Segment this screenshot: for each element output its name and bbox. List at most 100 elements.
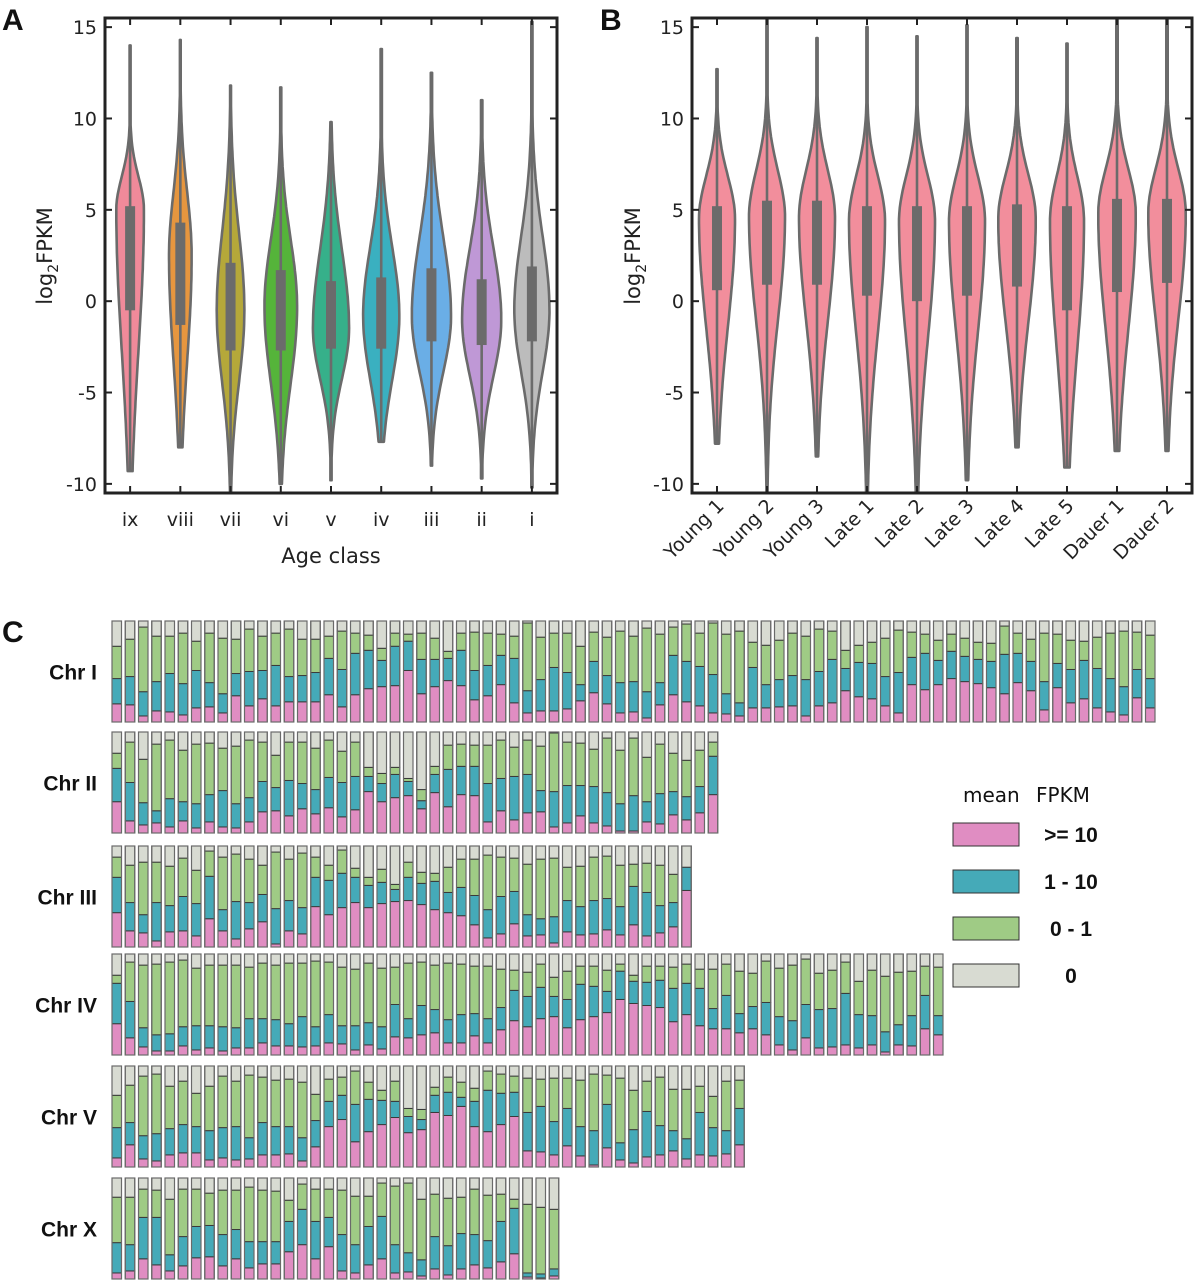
bar-outline: [323, 1065, 335, 1168]
bar-segment-ge10: [575, 815, 586, 834]
bar-segment-0to1: [588, 631, 599, 662]
bar-segment-1to10: [257, 669, 268, 700]
bar-segment-0to1: [509, 1075, 520, 1093]
bar-segment-zero: [482, 620, 493, 634]
bar-segment-1to10: [191, 1126, 202, 1154]
bar-segment-zero: [310, 731, 321, 749]
bar-outline: [296, 620, 308, 723]
bar-segment-0to1: [1118, 630, 1129, 688]
bar-segment-zero: [495, 845, 507, 858]
bar-outline: [469, 953, 480, 1056]
bar-outline: [588, 620, 600, 723]
bar-segment-0to1: [774, 967, 785, 1018]
bar-segment-zero: [1131, 620, 1143, 633]
bar-segment-0to1: [363, 962, 374, 1024]
bar-segment-0to1: [588, 965, 599, 987]
bar-segment-0to1: [482, 854, 493, 911]
bar-segment-zero: [310, 845, 321, 858]
bar-segment-0to1: [641, 862, 652, 893]
bar-segment-0to1: [336, 630, 348, 670]
bar-segment-zero: [429, 845, 440, 874]
bar-outline: [734, 620, 745, 723]
bar-segment-ge10: [1105, 711, 1116, 723]
bar-segment-zero: [933, 953, 944, 968]
bar-segment-zero: [403, 620, 414, 635]
bar-outline: [840, 620, 851, 723]
bar-segment-1to10: [615, 906, 626, 936]
bar-segment-0to1: [853, 980, 864, 1016]
bar-segment-ge10: [469, 1035, 480, 1056]
bar-outline: [601, 1065, 613, 1168]
bar-segment-ge10: [416, 808, 427, 834]
bar-segment-ge10: [403, 795, 414, 834]
bar-segment-0to1: [164, 635, 175, 675]
bar-outline: [217, 1177, 229, 1280]
bar-segment-zero: [442, 731, 454, 746]
bar-outline: [1118, 620, 1130, 723]
bar-segment-ge10: [641, 1005, 652, 1056]
bar-segment-0to1: [866, 641, 878, 664]
panel-letter-c: C: [2, 616, 24, 649]
bar-segment-0to1: [270, 1190, 281, 1243]
bar-segment-1to10: [588, 786, 599, 824]
bar-segment-zero: [588, 953, 599, 967]
bar-segment-1to10: [800, 1004, 811, 1039]
bar-segment-1to10: [389, 645, 401, 687]
bar-segment-zero: [376, 1065, 387, 1091]
bar-outline: [349, 1177, 361, 1280]
bar-segment-1to10: [548, 1121, 560, 1156]
bar-segment-zero: [124, 845, 136, 866]
bar-segment-0to1: [151, 635, 162, 683]
bar-segment-zero: [191, 1065, 202, 1094]
bar-segment-zero: [310, 953, 321, 962]
bar-segment-1to10: [1078, 659, 1090, 700]
x-tick-label: ix: [122, 509, 139, 531]
bar-segment-1to10: [177, 683, 189, 716]
bar-segment-0to1: [707, 968, 719, 1010]
bar-outline: [204, 620, 215, 723]
bar-outline: [667, 845, 679, 948]
bar-segment-zero: [694, 1065, 705, 1087]
bar-segment-zero: [164, 620, 175, 637]
bar-outline: [641, 731, 653, 834]
bar-outline: [257, 620, 268, 723]
bar-segment-0to1: [363, 634, 374, 651]
bar-outline: [217, 1065, 229, 1168]
bar-segment-zero: [535, 845, 546, 860]
bar-segment-zero: [177, 953, 189, 961]
bar-segment-zero: [310, 620, 321, 640]
bar-segment-zero: [164, 1177, 175, 1200]
bar-segment-0to1: [522, 971, 533, 997]
bar-segment-1to10: [668, 654, 679, 696]
bar-segment-1to10: [707, 1127, 719, 1157]
bar-segment-ge10: [628, 1162, 639, 1168]
iqr-box: [712, 206, 722, 291]
bar-segment-1to10: [376, 1099, 387, 1126]
bar-segment-zero: [138, 1177, 149, 1190]
bar-segment-ge10: [866, 698, 878, 723]
bar-segment-ge10: [257, 811, 268, 834]
bar-segment-zero: [204, 620, 215, 634]
bar-segment-1to10: [575, 684, 586, 702]
bar-segment-ge10: [562, 708, 573, 723]
bar-segment-1to10: [336, 782, 348, 818]
bar-segment-1to10: [747, 1006, 758, 1030]
bar-segment-0to1: [1025, 638, 1037, 662]
bar-outline: [760, 620, 772, 723]
bar-segment-zero: [747, 620, 758, 643]
bar-segment-zero: [244, 1065, 255, 1076]
bar-segment-zero: [151, 1065, 162, 1075]
bar-segment-ge10: [456, 1268, 467, 1280]
bar-segment-1to10: [151, 1133, 162, 1162]
bar-outline: [628, 1065, 639, 1168]
bar-segment-zero: [363, 1065, 374, 1083]
bar-segment-1to10: [959, 655, 970, 683]
bar-segment-1to10: [310, 1220, 321, 1260]
bar-segment-zero: [1078, 620, 1090, 642]
bar-segment-1to10: [641, 891, 652, 937]
bar-segment-1to10: [151, 1034, 162, 1052]
iqr-box: [1162, 198, 1172, 283]
bar-segment-ge10: [548, 1154, 560, 1168]
bar-segment-0to1: [535, 636, 546, 681]
bar-outline: [230, 1065, 242, 1168]
